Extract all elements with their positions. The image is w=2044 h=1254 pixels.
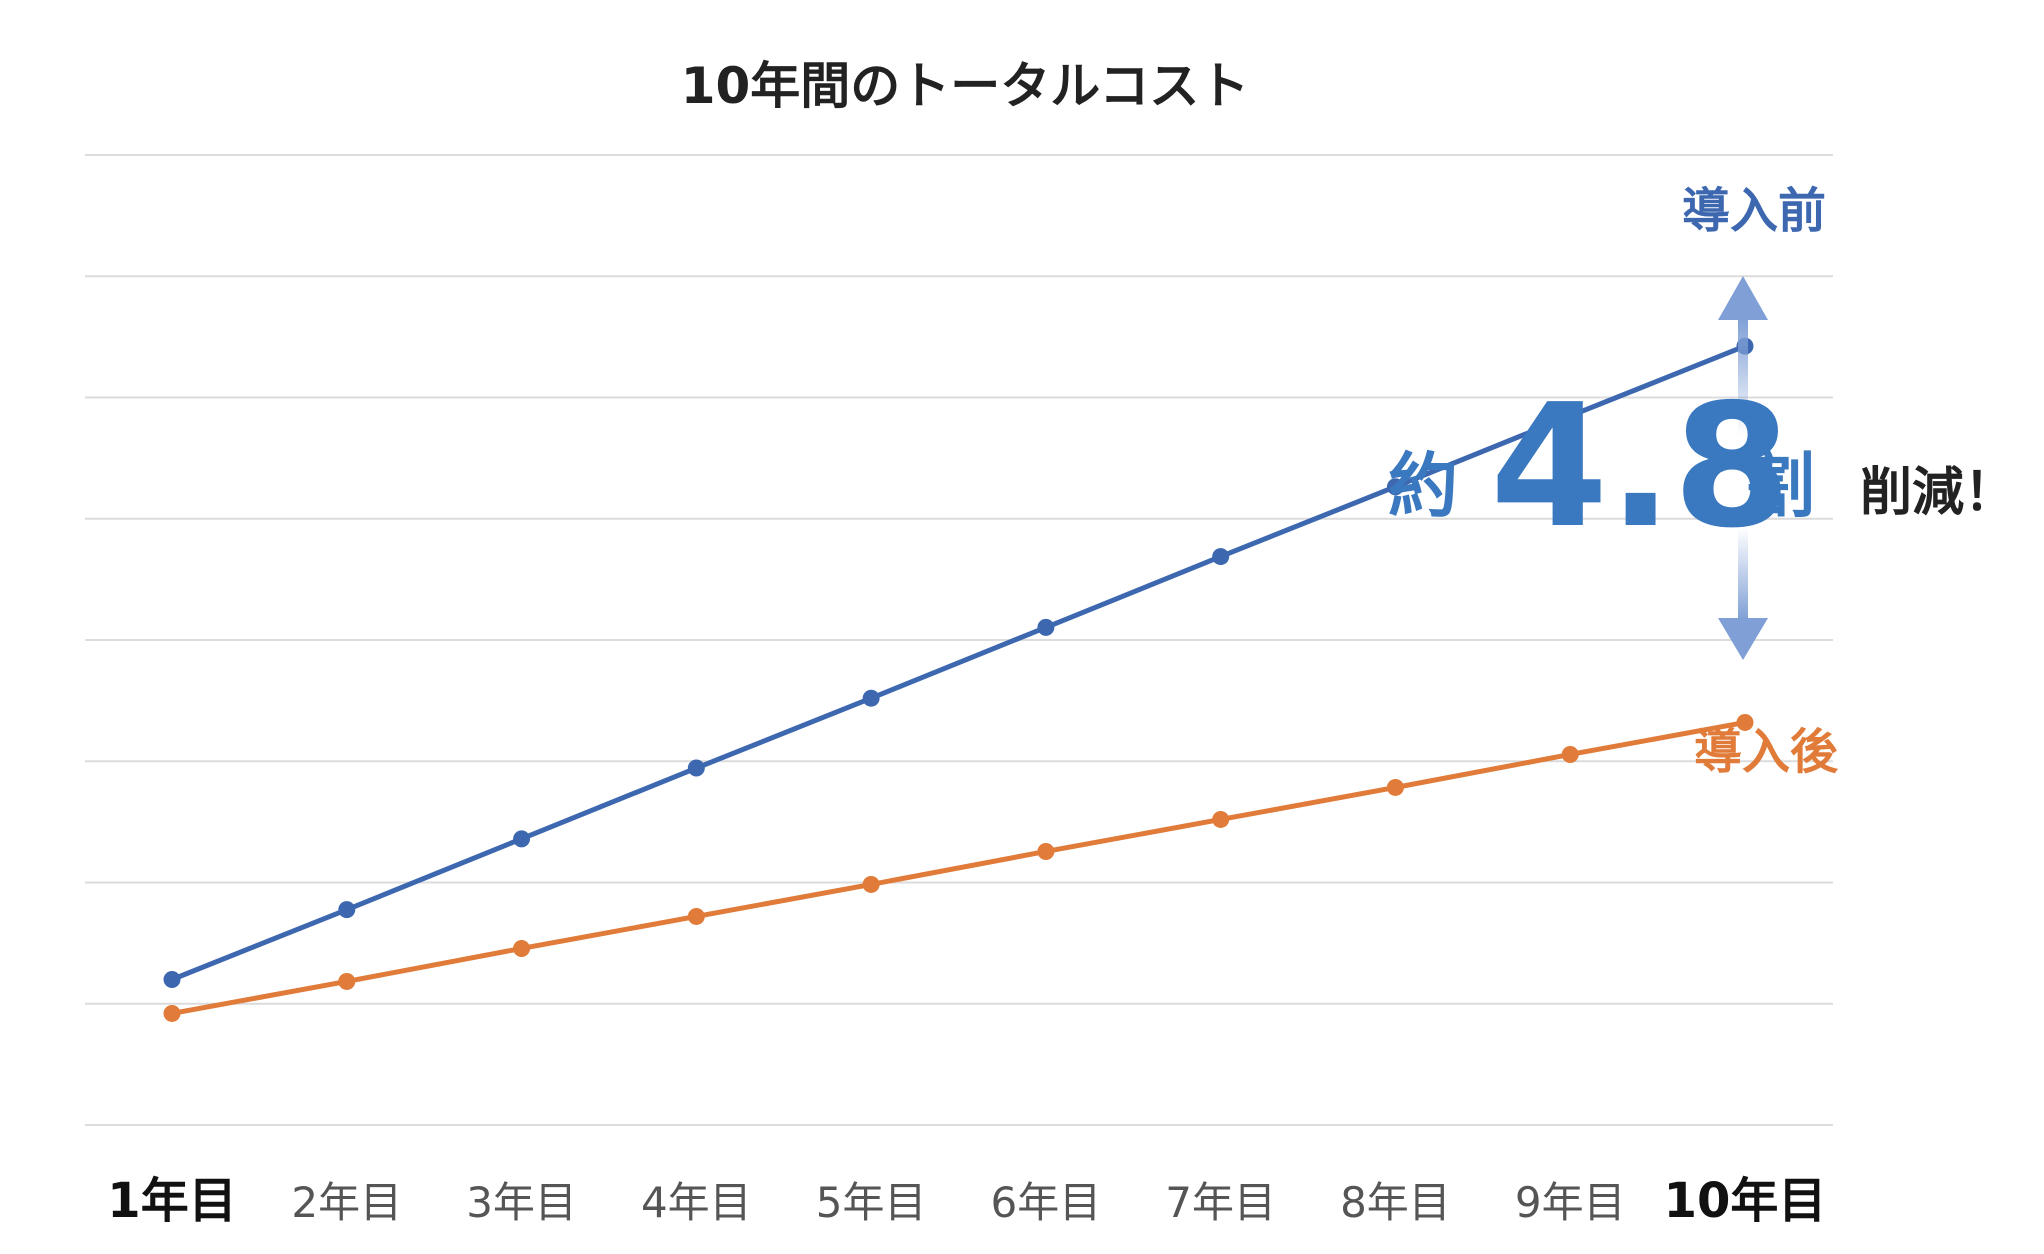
series-label-before: 導入前 bbox=[1682, 183, 1826, 239]
annotation-prefix: 約 bbox=[1388, 445, 1458, 527]
data-point-before-6 bbox=[1037, 618, 1055, 636]
series-line-before bbox=[171, 343, 1746, 982]
series-points bbox=[163, 337, 1754, 1022]
chart-title: 10年間のトータルコスト bbox=[681, 57, 1250, 115]
x-tick-label: 3年目 bbox=[466, 1178, 577, 1227]
gridlines bbox=[85, 154, 1833, 1126]
x-tick-label: 8年目 bbox=[1340, 1178, 1451, 1227]
data-point-after-6 bbox=[1037, 842, 1055, 860]
annotation-suffix: 割 bbox=[1745, 445, 1815, 527]
data-point-before-5 bbox=[862, 689, 880, 707]
x-tick-label: 6年目 bbox=[991, 1178, 1102, 1227]
series-lines bbox=[171, 343, 1746, 1016]
x-tick-label: 2年目 bbox=[291, 1178, 402, 1227]
x-tick-label: 1年目 bbox=[107, 1173, 236, 1229]
data-point-after-1 bbox=[163, 1004, 181, 1022]
data-point-before-9 bbox=[1561, 407, 1579, 425]
x-axis-ticks: 1年目 2年目 3年目 4年目 5年目 6年目 7年目 8年目 9年目 10年目 bbox=[107, 1173, 1826, 1229]
data-point-after-5 bbox=[862, 875, 880, 893]
data-point-before-8 bbox=[1386, 478, 1404, 496]
data-point-after-9 bbox=[1561, 745, 1579, 763]
data-point-before-4 bbox=[687, 759, 705, 777]
reduction-arrow-up-head bbox=[1718, 276, 1768, 320]
annotation-tail: 削減！ bbox=[1860, 463, 2016, 523]
x-tick-label: 9年目 bbox=[1515, 1178, 1626, 1227]
data-point-after-7 bbox=[1212, 810, 1230, 828]
reduction-arrow-down-head bbox=[1718, 618, 1768, 660]
series-label-after: 導入後 bbox=[1694, 724, 1839, 780]
data-point-before-2 bbox=[338, 901, 356, 919]
x-tick-label: 10年目 bbox=[1664, 1173, 1827, 1229]
x-tick-label: 4年目 bbox=[641, 1178, 752, 1227]
data-point-after-8 bbox=[1386, 778, 1404, 796]
data-point-before-3 bbox=[513, 830, 531, 848]
reduction-annotation: 約 4.8 割 削減！ bbox=[1388, 368, 2016, 566]
x-tick-label: 5年目 bbox=[816, 1178, 927, 1227]
data-point-after-4 bbox=[687, 907, 705, 925]
reduction-arrow bbox=[1718, 276, 1768, 660]
data-point-before-1 bbox=[163, 971, 181, 988]
data-point-after-10 bbox=[1736, 713, 1754, 731]
annotation-value: 4.8 bbox=[1490, 368, 1791, 566]
data-point-after-3 bbox=[513, 939, 531, 957]
reduction-arrow-lower-shaft bbox=[1738, 528, 1748, 620]
data-point-before-7 bbox=[1212, 548, 1230, 566]
reduction-arrow-upper-shaft bbox=[1738, 318, 1748, 436]
data-point-after-2 bbox=[338, 972, 356, 990]
series-line-after bbox=[171, 719, 1746, 1016]
x-tick-label: 7年目 bbox=[1165, 1178, 1276, 1227]
